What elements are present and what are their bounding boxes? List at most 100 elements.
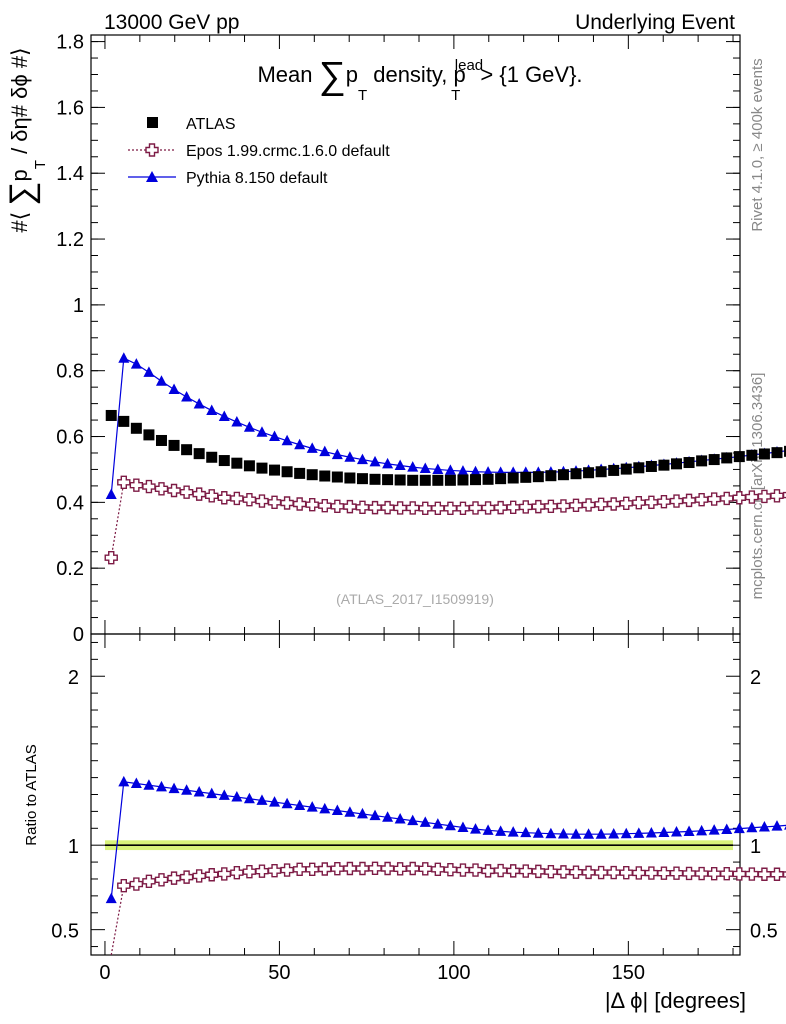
main-data-point — [606, 497, 621, 511]
ratio-data-point — [343, 861, 357, 876]
main-data-point — [556, 499, 571, 513]
ratio-data-point — [318, 862, 332, 876]
ratio-data-point — [658, 826, 670, 838]
ratio-data-point — [394, 812, 406, 824]
main-y-tick-label: 0 — [73, 624, 84, 646]
ratio-data-point — [243, 792, 255, 804]
ratio-data-point — [771, 820, 783, 831]
main-data-point — [557, 469, 569, 481]
ratio-data-point — [280, 863, 294, 877]
main-y-tick-label: 1 — [73, 295, 84, 317]
ratio-data-point — [696, 824, 708, 836]
main-data-point — [130, 422, 142, 434]
main-data-point — [620, 463, 632, 475]
ratio-data-point — [256, 794, 268, 805]
main-data-point — [168, 439, 180, 451]
ratio-data-point — [443, 862, 458, 877]
main-data-point — [369, 455, 381, 467]
main-data-point — [644, 495, 659, 510]
main-series-layer — [104, 352, 786, 565]
main-data-point — [670, 458, 682, 470]
ratio-series-layer — [105, 775, 786, 956]
ratio-data-point — [482, 824, 494, 835]
main-y-tick-label: 1.8 — [56, 32, 84, 54]
main-y-axis-label: #⟨ ∑pT / δη# δϕ #⟩ — [3, 47, 49, 232]
main-data-point — [305, 497, 319, 512]
main-data-point — [242, 493, 257, 507]
ratio-data-point — [305, 862, 319, 877]
main-data-point — [294, 467, 306, 479]
ratio-data-point — [155, 780, 167, 792]
ratio-data-point — [657, 866, 671, 880]
ratio-data-point — [406, 861, 420, 876]
main-data-point — [619, 496, 633, 511]
ratio-data-point — [167, 871, 181, 885]
ratio-data-point — [356, 807, 368, 819]
ratio-y-tick-label-right: 2 — [750, 667, 761, 689]
main-data-point — [608, 464, 620, 476]
ratio-data-point — [544, 865, 558, 879]
main-data-point — [206, 451, 218, 463]
main-data-point — [520, 471, 532, 483]
x-tick-label: 0 — [99, 962, 110, 984]
main-data-point — [583, 467, 595, 479]
ratio-reference-band — [105, 840, 734, 851]
main-data-point — [192, 487, 206, 501]
main-data-point — [218, 455, 230, 467]
main-data-point — [217, 491, 231, 505]
main-data-point — [205, 489, 219, 503]
main-data-point — [143, 429, 155, 441]
ratio-data-point — [130, 777, 142, 789]
ratio-data-point — [545, 827, 557, 839]
ratio-data-point — [608, 828, 620, 839]
main-y-tick-label: 1.2 — [56, 229, 84, 251]
main-data-point — [382, 474, 394, 486]
header-topic-label: Underlying Event — [575, 11, 735, 34]
ratio-data-point — [519, 864, 533, 878]
ratio-data-point — [179, 870, 194, 884]
main-data-point — [105, 488, 117, 499]
ratio-data-point — [255, 864, 269, 878]
main-data-point — [380, 500, 395, 515]
main-x-ticks — [104, 35, 734, 634]
main-data-point — [694, 493, 709, 507]
ratio-data-point — [217, 867, 231, 881]
main-data-point — [470, 474, 482, 486]
ratio-data-point — [682, 866, 696, 881]
ratio-data-point — [707, 867, 721, 881]
ratio-data-point — [193, 785, 205, 797]
main-data-point — [306, 442, 318, 453]
main-data-point — [155, 434, 167, 446]
main-data-point — [331, 471, 343, 483]
ratio-data-point — [269, 796, 281, 807]
main-data-point — [707, 492, 721, 506]
ratio-data-point — [369, 809, 381, 821]
main-data-point — [746, 449, 758, 461]
main-data-point — [468, 501, 483, 515]
ratio-data-point — [531, 864, 546, 879]
main-data-point — [155, 375, 167, 386]
main-data-point — [419, 474, 431, 486]
ratio-data-point — [745, 867, 759, 881]
legend: ATLAS Epos 1.99.crmc.1.6.0 default Pythi… — [128, 116, 390, 187]
ratio-data-point — [154, 873, 169, 887]
main-data-point — [431, 501, 445, 515]
ratio-data-point — [770, 867, 784, 881]
ratio-data-point — [782, 871, 786, 878]
ratio-data-point — [142, 874, 156, 889]
ratio-data-point — [632, 866, 646, 880]
main-data-point — [143, 366, 155, 377]
ratio-data-point — [570, 828, 582, 839]
ratio-data-point — [757, 867, 772, 881]
main-data-point — [595, 466, 607, 478]
x-tick-label: 100 — [437, 962, 470, 984]
main-data-point — [669, 494, 684, 508]
main-data-point — [470, 465, 482, 477]
ratio-data-point — [520, 826, 532, 838]
ratio-data-point — [117, 879, 131, 893]
main-data-point — [231, 416, 243, 427]
ratio-data-point — [583, 828, 595, 839]
main-data-point — [129, 478, 144, 492]
ratio-data-point — [407, 814, 419, 826]
ratio-data-point — [758, 820, 770, 832]
